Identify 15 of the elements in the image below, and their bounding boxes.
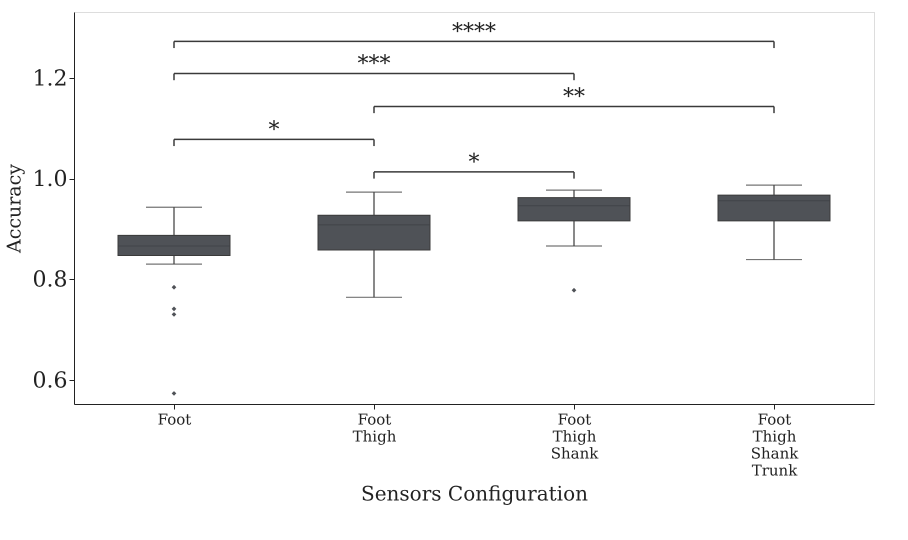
x-tick-label: Foot Thigh Shank bbox=[550, 410, 600, 462]
annotation: ** bbox=[563, 84, 585, 110]
y-tick-label: 0.6 bbox=[32, 368, 68, 394]
x-tick-label: Foot Thigh bbox=[352, 410, 397, 446]
x-tick-label: Foot Thigh Shank Trunk bbox=[750, 410, 800, 480]
y-tick-label: 1.0 bbox=[32, 167, 68, 192]
x-tick-label: Foot bbox=[158, 410, 192, 428]
annotation: **** bbox=[452, 19, 496, 44]
y-tick-label: 0.8 bbox=[32, 268, 68, 293]
annotation: * bbox=[268, 117, 280, 142]
annotation: * bbox=[468, 150, 480, 175]
x-axis-title: Sensors Configuration bbox=[361, 482, 588, 506]
y-axis-title: Accuracy bbox=[4, 164, 26, 254]
annotation: *** bbox=[358, 52, 390, 77]
y-tick-label: 1.2 bbox=[32, 66, 68, 92]
